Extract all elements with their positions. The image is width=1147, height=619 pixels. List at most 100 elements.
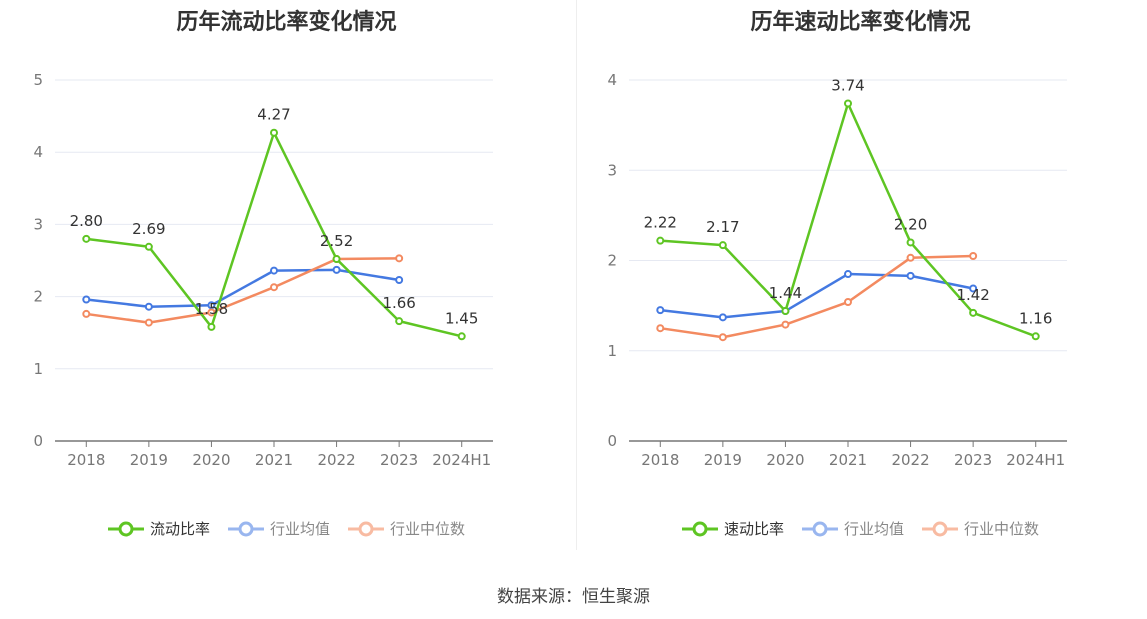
data-point xyxy=(457,332,466,341)
data-point xyxy=(718,313,727,322)
data-point xyxy=(207,301,216,310)
current-ratio-chart: 历年流动比率变化情况 0 1 2 3 4 5 2018 2019 2020 2021 2022 202… xyxy=(0,0,573,560)
data-point xyxy=(270,283,278,292)
x-tick-label: 2023 xyxy=(954,451,992,469)
data-label: 1.16 xyxy=(1019,309,1052,327)
y-tick-label: 3 xyxy=(607,161,617,179)
data-label: 2.52 xyxy=(320,232,353,250)
series-line xyxy=(86,268,400,308)
data-point xyxy=(395,275,404,284)
data-point xyxy=(207,308,216,317)
data-point xyxy=(969,251,978,260)
data-point xyxy=(969,308,978,317)
quick-ratio-chart: 历年速动比率变化情况 0 1 2 3 4 2018 2019 2020 2021 2022 2023… xyxy=(574,0,1147,560)
chart-plot: 0 1 2 3 4 5 2018 2019 2020 2021 2022 2023 2024H1 2.80… xyxy=(33,71,493,469)
data-label: 1.45 xyxy=(445,309,478,327)
data-point xyxy=(82,234,91,243)
data-point xyxy=(332,265,341,274)
data-point xyxy=(332,255,341,264)
y-tick-label: 2 xyxy=(33,288,43,306)
legend: 速动比率 行业均值 行业中位数 xyxy=(574,518,1147,539)
legend-item-industry-average[interactable]: 行业均值 xyxy=(801,518,904,539)
legend-label: 速动比率 xyxy=(723,520,784,538)
x-tick-label: 2018 xyxy=(67,451,105,469)
data-point xyxy=(207,322,216,331)
data-label: 1.42 xyxy=(956,286,989,304)
x-tick-label: 2020 xyxy=(766,451,804,469)
data-label: 2.80 xyxy=(70,212,103,230)
data-label: 2.69 xyxy=(132,220,165,238)
data-point xyxy=(270,128,278,137)
legend-marker-icon xyxy=(922,521,958,536)
data-label: 2.22 xyxy=(644,214,677,232)
data-point xyxy=(906,238,915,247)
data-label: 1.58 xyxy=(195,300,228,318)
data-point xyxy=(1031,332,1040,341)
data-point xyxy=(395,317,404,326)
x-tick-label: 2018 xyxy=(641,451,679,469)
data-point xyxy=(844,270,852,279)
data-point xyxy=(395,254,404,263)
data-point xyxy=(270,266,278,275)
legend-label: 行业均值 xyxy=(843,520,904,538)
data-point xyxy=(844,99,852,108)
chart-title: 历年速动比率变化情况 xyxy=(750,10,971,35)
data-label: 2.17 xyxy=(706,218,739,236)
legend-item-current-ratio[interactable]: 流动比率 xyxy=(107,518,210,539)
data-point xyxy=(144,242,153,251)
data-point xyxy=(144,302,153,311)
y-tick-label: 0 xyxy=(607,432,617,450)
data-point xyxy=(656,324,665,333)
y-tick-label: 4 xyxy=(33,143,43,161)
legend-marker-icon xyxy=(801,521,838,536)
data-point xyxy=(656,306,665,315)
data-label: 1.66 xyxy=(382,294,415,312)
legend-item-quick-ratio[interactable]: 速动比率 xyxy=(681,518,784,539)
data-point xyxy=(781,320,790,329)
y-tick-label: 1 xyxy=(33,360,43,378)
legend-marker-icon xyxy=(227,521,264,536)
y-tick-label: 1 xyxy=(607,342,617,360)
legend-marker-icon xyxy=(348,521,384,536)
data-label: 1.44 xyxy=(769,284,802,302)
series-line xyxy=(660,254,974,339)
y-tick-label: 0 xyxy=(33,432,43,450)
x-tick-label: 2019 xyxy=(704,451,742,469)
x-tick-label: 2022 xyxy=(891,451,929,469)
legend-marker-icon xyxy=(681,521,718,536)
legend-item-industry-median[interactable]: 行业中位数 xyxy=(922,518,1039,539)
legend-item-industry-average[interactable]: 行业均值 xyxy=(227,518,330,539)
legend-item-industry-median[interactable]: 行业中位数 xyxy=(348,518,465,539)
data-point xyxy=(906,271,915,280)
data-label: 3.74 xyxy=(831,76,864,94)
data-point xyxy=(844,298,852,307)
data-label: 4.27 xyxy=(257,106,290,124)
x-tick-label: 2023 xyxy=(380,451,418,469)
legend: 流动比率 行业均值 行业中位数 xyxy=(0,518,573,539)
legend-label: 流动比率 xyxy=(149,520,210,538)
data-label: 2.20 xyxy=(894,215,927,233)
data-point xyxy=(144,318,153,327)
chart-plot: 0 1 2 3 4 2018 2019 2020 2021 2022 2023 2024H1 2.22 2… xyxy=(607,71,1067,469)
data-point xyxy=(969,284,978,293)
x-tick-label: 2019 xyxy=(130,451,168,469)
panel-divider xyxy=(576,0,577,550)
data-point xyxy=(718,241,727,250)
legend-label: 行业均值 xyxy=(269,520,330,538)
x-tick-label: 2024H1 xyxy=(1006,451,1065,469)
data-point xyxy=(82,309,91,318)
chart-title: 历年流动比率变化情况 xyxy=(176,10,397,35)
data-point xyxy=(781,307,790,316)
data-point xyxy=(906,253,915,262)
y-tick-label: 2 xyxy=(607,252,617,270)
x-tick-label: 2024H1 xyxy=(432,451,491,469)
legend-marker-icon xyxy=(107,521,144,536)
y-tick-label: 5 xyxy=(33,71,43,89)
data-source: 数据来源：恒生聚源 xyxy=(497,587,650,607)
x-tick-label: 2021 xyxy=(255,451,293,469)
series-line xyxy=(660,272,974,319)
y-tick-label: 4 xyxy=(607,71,617,89)
series-line xyxy=(86,257,400,324)
x-tick-label: 2022 xyxy=(317,451,355,469)
legend-label: 行业中位数 xyxy=(964,520,1040,538)
